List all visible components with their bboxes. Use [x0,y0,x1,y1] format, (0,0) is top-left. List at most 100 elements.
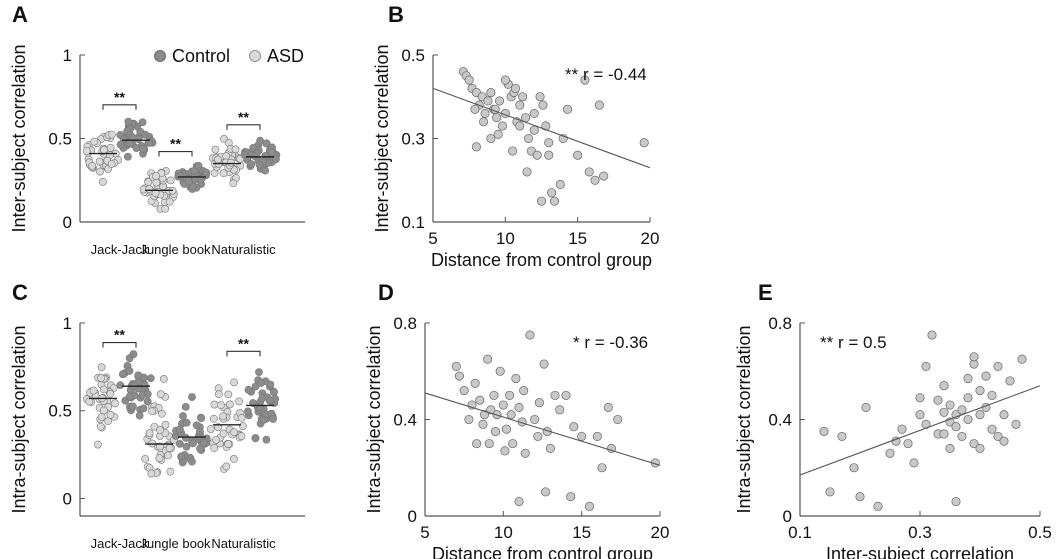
x-tick-label-B: 10 [496,229,515,248]
data-point-B [573,150,583,160]
data-point-B [515,121,525,131]
data-point-C [251,434,260,443]
data-point-A [219,169,228,178]
data-point-D [520,448,530,458]
data-point-E [1017,354,1027,364]
data-point-B [584,167,594,177]
data-point-C [119,370,127,379]
data-point-C [93,440,102,449]
data-point-C [97,363,106,372]
data-point-B [521,113,531,123]
significance-bracket-C [102,342,137,348]
data-point-A [202,168,211,177]
panel-letter-B: B [388,2,404,27]
y-tick-label-B: 0.1 [401,213,425,232]
data-point-D [489,390,499,400]
data-point-A [247,160,256,168]
data-point-D [519,385,529,396]
data-point-A [229,179,238,188]
data-point-C [140,381,149,390]
data-point-E [945,400,955,410]
data-point-E [999,410,1009,420]
data-point-B [529,125,539,135]
data-point-C [179,412,187,420]
regression-line-B [432,87,651,169]
y-tick-label-E: 0.4 [768,411,792,430]
data-point-E [987,390,997,400]
data-point-E [945,443,955,453]
significance-mark-A: ** [170,136,181,152]
data-point-A [128,133,137,142]
y-tick-label-E: 0.8 [768,314,792,333]
data-point-A [145,139,154,147]
data-point-E [993,361,1003,371]
data-point-C [230,428,238,437]
data-point-A [141,130,150,139]
data-point-E [939,429,949,439]
data-point-C [182,418,191,427]
data-point-E [903,439,913,449]
data-point-C [106,410,115,419]
data-point-E [837,431,847,441]
data-point-E [993,431,1003,441]
data-point-D [561,390,571,400]
data-point-B [497,121,507,131]
data-point-B [518,92,528,102]
data-point-C [182,442,191,451]
data-point-C [177,452,186,461]
data-point-B [470,104,480,114]
y-tick-label-E: 0 [783,507,792,526]
data-point-C [209,414,218,423]
data-point-A [165,197,174,206]
data-point-E [921,361,931,371]
panel-letter-C: C [12,280,28,305]
x-tick-label-B: 15 [568,229,587,248]
data-point-C [188,457,196,466]
data-point-D [597,463,607,473]
y-tick-label-A: 0 [63,213,72,232]
data-point-C [125,392,134,401]
y-axis-label-C: Intra-subject correlation [9,325,29,513]
data-point-D [566,492,576,502]
data-point-B [547,188,557,198]
data-point-A [123,152,132,161]
data-point-A [145,185,154,193]
data-point-C [270,388,278,397]
x-axis-label-E: Inter-subject correlation [826,544,1014,559]
data-point-C [99,406,108,415]
data-point-C [156,426,164,434]
data-point-E [849,463,859,473]
data-point-C [238,422,247,431]
x-tick-label-D: 10 [494,523,513,542]
data-point-A [194,161,203,170]
data-point-C [189,439,197,448]
y-tick-label-B: 0.3 [401,130,425,149]
data-point-B [532,150,542,160]
data-point-C [224,390,233,399]
data-point-B [464,75,474,85]
data-point-D [498,400,508,410]
regression-line-E [799,385,1041,476]
panel-letter-D: D [378,280,394,305]
data-point-E [909,458,919,468]
data-point-C [237,432,246,441]
x-tick-label-B: 20 [641,229,660,248]
data-point-A [144,178,153,187]
data-point-D [539,359,549,369]
data-point-C [259,415,268,424]
data-point-C [157,409,166,418]
data-point-D [505,390,515,400]
data-point-D [495,366,505,376]
category-label-C: Naturalistic [211,536,276,551]
data-point-C [244,385,253,394]
x-tick-label-E: 0.1 [788,523,812,542]
data-point-B [594,100,604,110]
correlation-annotation-E: ** r = 0.5 [820,333,887,352]
data-point-E [1011,419,1021,429]
data-point-C [229,455,238,463]
data-point-C [235,397,244,406]
data-point-D [555,405,565,415]
data-point-C [97,413,106,421]
data-point-B [510,83,521,93]
data-point-D [613,414,623,425]
